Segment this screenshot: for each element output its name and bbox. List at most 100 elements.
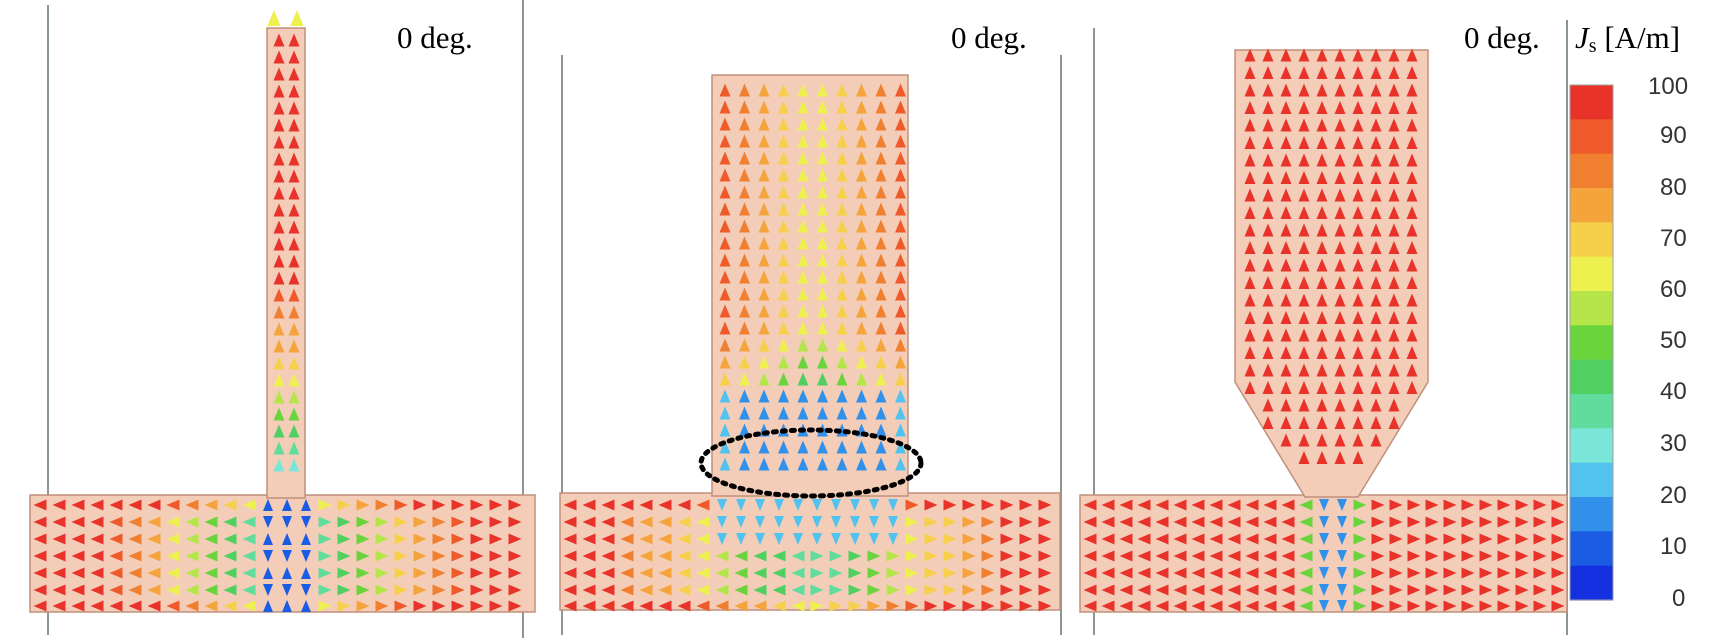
current-arrow-1022 bbox=[1461, 499, 1475, 511]
colorbar-segment-6 bbox=[1570, 256, 1613, 292]
current-arrow-369 bbox=[758, 304, 770, 318]
current-arrow-1018 bbox=[1443, 550, 1457, 562]
current-arrow-608 bbox=[943, 516, 957, 528]
colorbar-tick-30: 30 bbox=[1660, 430, 1687, 457]
current-arrow-217 bbox=[470, 516, 484, 528]
current-arrow-953 bbox=[1281, 516, 1295, 528]
current-arrow-334 bbox=[856, 236, 867, 250]
current-arrow-308 bbox=[739, 202, 750, 216]
current-arrow-358 bbox=[739, 287, 750, 301]
current-arrow-267 bbox=[719, 134, 731, 148]
current-arrow-279 bbox=[758, 151, 770, 165]
current-arrow-471 bbox=[563, 567, 577, 579]
current-arrow-570 bbox=[829, 584, 843, 596]
current-arrow-723 bbox=[1316, 171, 1328, 184]
current-arrow-697 bbox=[1388, 118, 1400, 132]
current-arrow-1036 bbox=[1497, 499, 1511, 511]
current-arrow-28 bbox=[288, 254, 300, 268]
current-arrow-284 bbox=[856, 151, 867, 165]
current-arrow-313 bbox=[836, 202, 848, 216]
current-arrow-790 bbox=[1262, 293, 1274, 307]
colorbar-segment-2 bbox=[1570, 119, 1613, 155]
current-arrow-518 bbox=[696, 533, 710, 545]
current-arrow-220 bbox=[470, 567, 484, 579]
current-arrow-92 bbox=[128, 533, 142, 545]
current-arrow-915 bbox=[1173, 584, 1187, 596]
current-arrow-124 bbox=[204, 600, 218, 612]
current-arrow-640 bbox=[1019, 584, 1033, 596]
current-arrow-461 bbox=[797, 457, 809, 471]
current-arrow-140 bbox=[263, 516, 273, 528]
current-arrow-476 bbox=[582, 533, 596, 545]
colorbar-segment-9 bbox=[1570, 359, 1613, 395]
current-arrow-550 bbox=[772, 600, 786, 612]
current-arrow-49 bbox=[273, 441, 285, 455]
current-arrow-39 bbox=[273, 356, 285, 370]
current-arrow-119 bbox=[204, 516, 218, 528]
current-arrow-262 bbox=[817, 117, 828, 131]
current-arrow-446 bbox=[895, 423, 906, 437]
current-arrow-1020 bbox=[1443, 584, 1457, 596]
current-arrow-1005 bbox=[1407, 567, 1421, 579]
current-arrow-372 bbox=[817, 304, 828, 318]
current-arrow-1062 bbox=[1551, 584, 1565, 596]
current-arrow-1009 bbox=[1425, 516, 1439, 528]
current-arrow-87 bbox=[109, 567, 123, 579]
current-arrow-307 bbox=[719, 202, 731, 216]
current-arrow-600 bbox=[924, 499, 938, 511]
current-arrow-178 bbox=[356, 567, 370, 579]
colorbar-segment-10 bbox=[1570, 394, 1613, 429]
current-arrow-362 bbox=[817, 287, 828, 301]
current-arrow-168 bbox=[337, 516, 351, 528]
current-arrow-905 bbox=[1155, 533, 1169, 545]
current-arrow-891 bbox=[1119, 533, 1133, 545]
current-arrow-298 bbox=[739, 185, 750, 199]
colorbar-tick-60: 60 bbox=[1660, 276, 1687, 303]
current-arrow-733 bbox=[1316, 188, 1328, 202]
colorbar-segment-5 bbox=[1570, 222, 1613, 258]
current-arrow-260 bbox=[778, 117, 789, 131]
current-arrow-595 bbox=[905, 533, 919, 545]
current-arrow-703 bbox=[1316, 136, 1328, 149]
current-arrow-821 bbox=[1280, 346, 1292, 359]
current-arrow-941 bbox=[1245, 550, 1259, 562]
current-arrow-943 bbox=[1245, 584, 1259, 596]
current-arrow-66 bbox=[52, 567, 66, 579]
current-arrow-418 bbox=[739, 389, 750, 403]
current-arrow-976 bbox=[1337, 550, 1347, 562]
current-arrow-300 bbox=[778, 185, 789, 199]
current-arrow-485 bbox=[601, 567, 615, 579]
current-arrow-670 bbox=[1262, 83, 1274, 97]
current-arrow-3 bbox=[273, 50, 285, 64]
current-arrow-890 bbox=[1119, 516, 1133, 528]
current-arrow-219 bbox=[470, 550, 484, 562]
current-arrow-668 bbox=[1406, 66, 1418, 79]
current-arrow-882 bbox=[1101, 499, 1115, 511]
current-arrow-816 bbox=[1370, 328, 1382, 342]
current-arrow-320 bbox=[778, 219, 789, 233]
current-arrow-489 bbox=[620, 516, 634, 528]
current-arrow-823 bbox=[1316, 346, 1328, 359]
current-arrow-719 bbox=[1244, 171, 1256, 184]
current-arrow-491 bbox=[620, 550, 634, 562]
current-arrow-783 bbox=[1316, 276, 1328, 289]
current-arrow-950 bbox=[1263, 584, 1277, 596]
current-arrow-969 bbox=[1319, 550, 1329, 562]
current-arrow-301 bbox=[797, 185, 809, 199]
current-arrow-240 bbox=[778, 83, 789, 97]
current-arrow-512 bbox=[677, 550, 691, 562]
current-arrow-738 bbox=[1406, 188, 1418, 202]
current-arrow-673 bbox=[1316, 83, 1328, 97]
current-arrow-577 bbox=[848, 584, 862, 596]
current-arrow-172 bbox=[337, 584, 351, 596]
current-arrow-904 bbox=[1155, 516, 1169, 528]
current-arrow-230 bbox=[508, 499, 522, 511]
current-arrow-972 bbox=[1319, 600, 1329, 612]
current-arrow-289 bbox=[758, 168, 770, 182]
current-arrow-1027 bbox=[1461, 584, 1475, 596]
current-arrow-693 bbox=[1316, 118, 1328, 132]
current-arrow-777 bbox=[1388, 258, 1400, 272]
current-arrow-182 bbox=[375, 516, 389, 528]
current-arrow-399 bbox=[758, 355, 770, 369]
current-arrow-766 bbox=[1370, 241, 1382, 254]
